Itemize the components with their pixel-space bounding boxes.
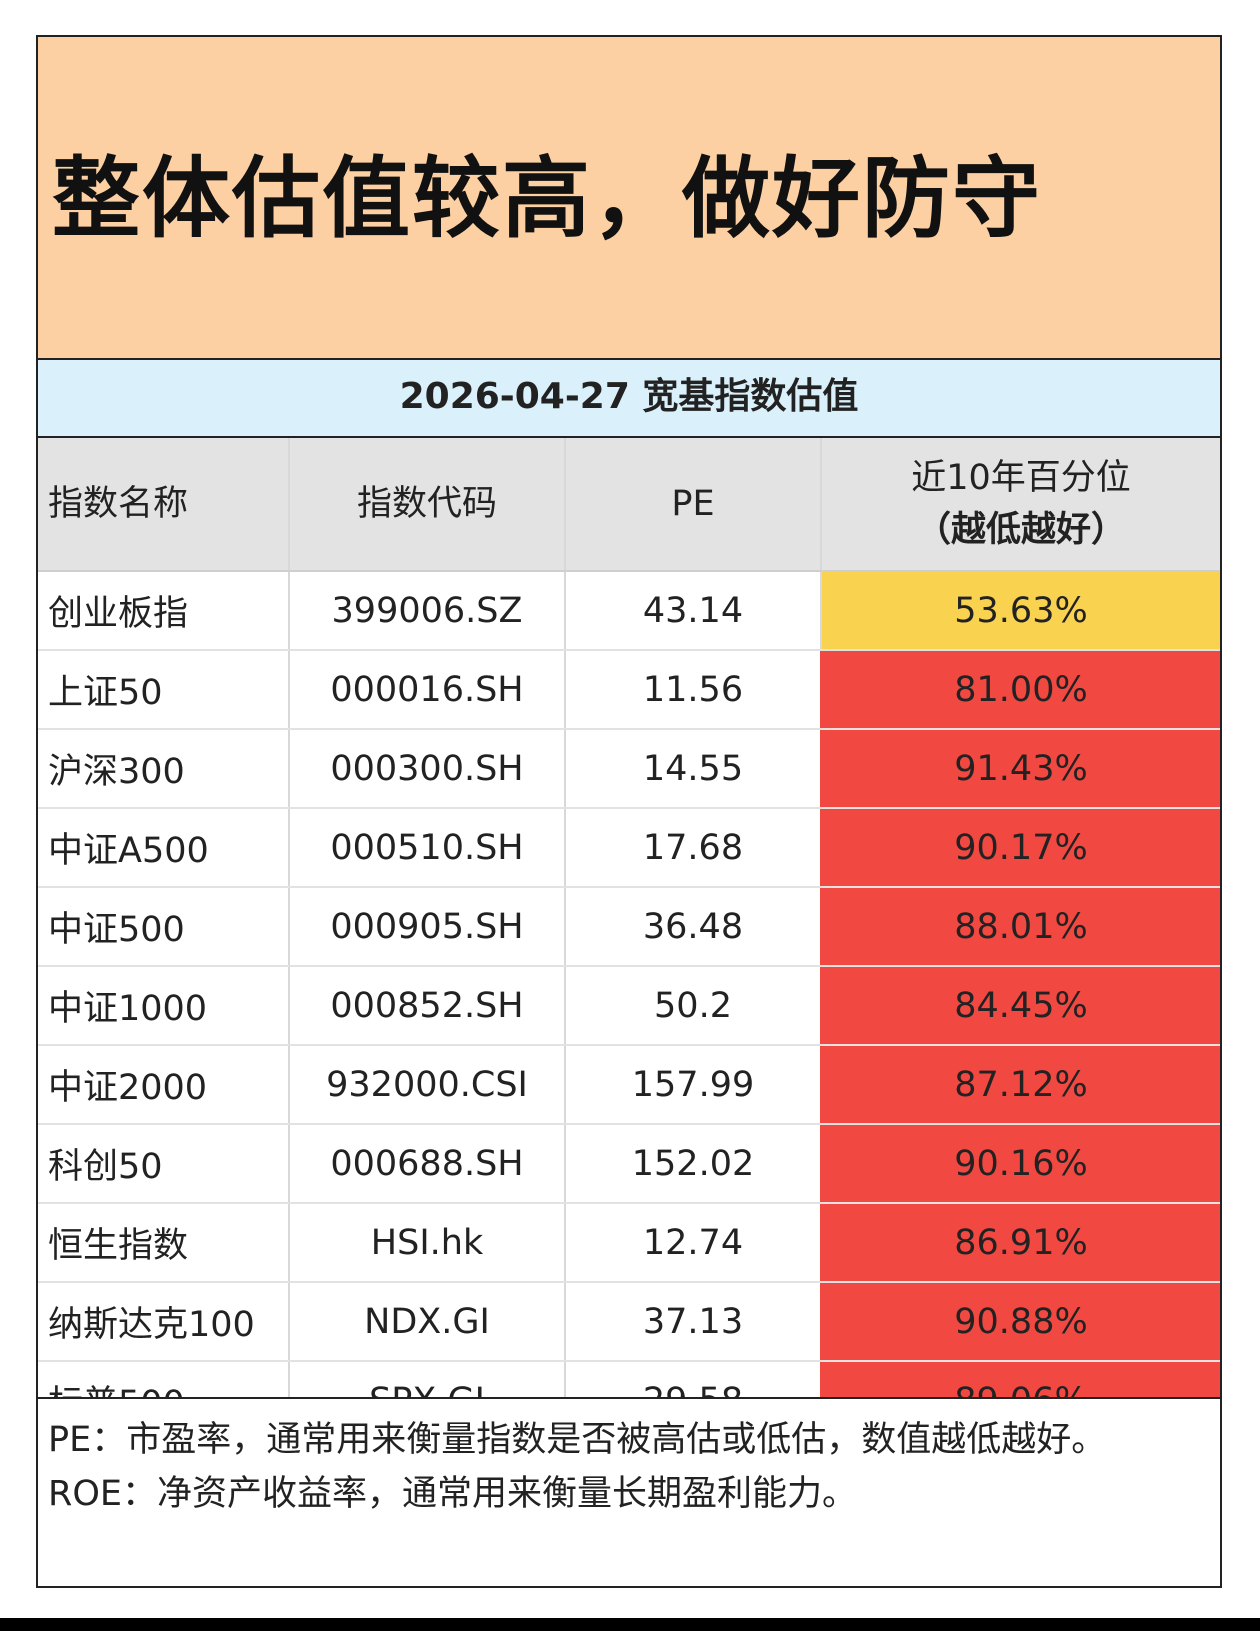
cell-index-name: 中证2000 <box>38 1045 289 1125</box>
footnote-roe: ROE：净资产收益率，通常用来衡量长期盈利能力。 <box>48 1474 857 1514</box>
cell-percentile: 53.63% <box>820 571 1220 651</box>
header-index-code: 指数代码 <box>288 438 565 572</box>
headline-banner: 整体估值较高，做好防守 <box>38 37 1220 360</box>
cell-index-code: 000300.SH <box>288 729 565 809</box>
table-row: 中证A500 000510.SH 17.68 90.17% <box>38 808 1220 888</box>
cell-percentile: 90.16% <box>820 1124 1220 1204</box>
cell-pe: 152.02 <box>564 1124 821 1204</box>
cell-index-name: 纳斯达克100 <box>38 1282 289 1362</box>
bottom-edge-bar <box>0 1618 1260 1631</box>
cell-index-code: HSI.hk <box>288 1203 565 1283</box>
cell-index-code: 399006.SZ <box>288 571 565 651</box>
cell-percentile: 90.88% <box>820 1282 1220 1362</box>
cell-index-name: 上证50 <box>38 650 289 730</box>
cell-index-code: NDX.GI <box>288 1282 565 1362</box>
footnote-pe: PE：市盈率，通常用来衡量指数是否被高估或低估，数值越低越好。 <box>48 1420 1107 1460</box>
cell-index-name: 科创50 <box>38 1124 289 1204</box>
header-percentile-line2: （越低越好） <box>915 510 1126 550</box>
cell-index-name: 沪深300 <box>38 729 289 809</box>
cell-percentile: 88.01% <box>820 887 1220 967</box>
cell-index-name: 中证1000 <box>38 966 289 1046</box>
headline-title: 整体估值较高，做好防守 <box>52 147 1043 250</box>
cell-percentile: 86.91% <box>820 1203 1220 1283</box>
table-row: 纳斯达克100 NDX.GI 37.13 90.88% <box>38 1282 1220 1362</box>
valuation-sheet: 整体估值较高，做好防守 2026-04-27 宽基指数估值 指数名称 指数代码 … <box>36 35 1222 1588</box>
cell-index-name: 恒生指数 <box>38 1203 289 1283</box>
cell-pe: 43.14 <box>564 571 821 651</box>
cell-pe: 14.55 <box>564 729 821 809</box>
footnotes: PE：市盈率，通常用来衡量指数是否被高估或低估，数值越低越好。 ROE：净资产收… <box>38 1397 1220 1586</box>
table-row: 科创50 000688.SH 152.02 90.16% <box>38 1124 1220 1204</box>
cell-index-name: 创业板指 <box>38 571 289 651</box>
header-percentile-line1: 近10年百分位 <box>911 457 1131 498</box>
table-row: 中证500 000905.SH 36.48 88.01% <box>38 887 1220 967</box>
cell-percentile: 87.12% <box>820 1045 1220 1125</box>
cell-index-name: 中证A500 <box>38 808 289 888</box>
table-row: 上证50 000016.SH 11.56 81.00% <box>38 650 1220 730</box>
cell-percentile: 81.00% <box>820 650 1220 730</box>
cell-percentile: 90.17% <box>820 808 1220 888</box>
table-row: 恒生指数 HSI.hk 12.74 86.91% <box>38 1203 1220 1283</box>
cell-index-name: 中证500 <box>38 887 289 967</box>
cell-pe: 36.48 <box>564 887 821 967</box>
cell-pe: 37.13 <box>564 1282 821 1362</box>
table-row: 沪深300 000300.SH 14.55 91.43% <box>38 729 1220 809</box>
cell-pe: 11.56 <box>564 650 821 730</box>
header-percentile: 近10年百分位 （越低越好） <box>820 438 1220 572</box>
cell-index-code: 000688.SH <box>288 1124 565 1204</box>
cell-index-code: 000016.SH <box>288 650 565 730</box>
table-row: 创业板指 399006.SZ 43.14 53.63% <box>38 571 1220 651</box>
header-index-name: 指数名称 <box>38 438 289 572</box>
cell-pe: 12.74 <box>564 1203 821 1283</box>
cell-index-code: 000905.SH <box>288 887 565 967</box>
table-row: 中证2000 932000.CSI 157.99 87.12% <box>38 1045 1220 1125</box>
table-header-row: 指数名称 指数代码 PE 近10年百分位 （越低越好） <box>38 438 1220 572</box>
cell-index-code: 932000.CSI <box>288 1045 565 1125</box>
table-row: 中证1000 000852.SH 50.2 84.45% <box>38 966 1220 1046</box>
cell-percentile: 91.43% <box>820 729 1220 809</box>
cell-index-code: 000510.SH <box>288 808 565 888</box>
cell-pe: 157.99 <box>564 1045 821 1125</box>
cell-pe: 17.68 <box>564 808 821 888</box>
valuation-table: 指数名称 指数代码 PE 近10年百分位 （越低越好） 创业板指 399006.… <box>38 438 1220 1441</box>
header-pe: PE <box>564 438 821 572</box>
table-subtitle: 2026-04-27 宽基指数估值 <box>38 360 1220 438</box>
cell-pe: 50.2 <box>564 966 821 1046</box>
cell-percentile: 84.45% <box>820 966 1220 1046</box>
cell-index-code: 000852.SH <box>288 966 565 1046</box>
